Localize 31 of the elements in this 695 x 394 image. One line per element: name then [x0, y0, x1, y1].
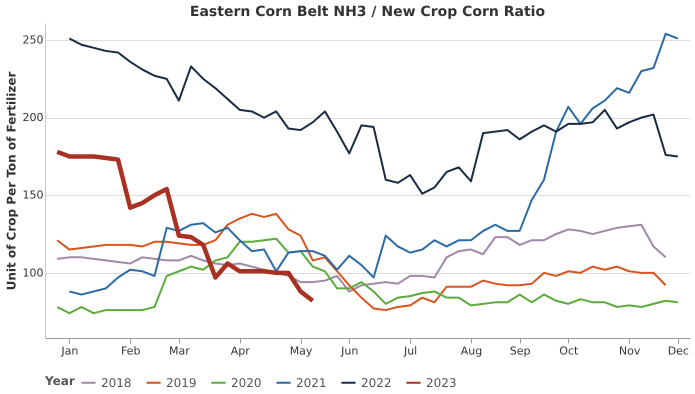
line-series [56, 238, 679, 314]
x-tick-label: Jul [402, 344, 418, 358]
legend-label: 2018 [101, 376, 132, 390]
x-tick-label: Apr [230, 344, 250, 358]
legend-title: Year [44, 374, 75, 388]
y-tick-label: 200 [22, 111, 44, 124]
x-tick-label: Jun [340, 344, 358, 358]
line-series [68, 38, 679, 195]
legend-label: 2023 [426, 376, 457, 390]
y-tick-label: 100 [22, 266, 44, 280]
x-tick-label: Mar [168, 344, 190, 358]
legend-label: 2022 [361, 376, 392, 390]
legend-label: 2021 [296, 376, 327, 390]
x-tick-label: Dec [668, 344, 689, 358]
chart-title: Eastern Corn Belt NH3 / New Crop Corn Ratio [190, 4, 546, 20]
x-tick-label: May [290, 344, 313, 358]
legend-label: 2020 [231, 376, 262, 390]
y-tick-label: 150 [22, 188, 44, 202]
y-axis-title: Unit of Crop Per Ton of Fertilizer [4, 72, 19, 290]
x-tick-label: Oct [559, 344, 579, 358]
legend-label: 2019 [166, 376, 197, 390]
line-series [68, 32, 679, 296]
line-series [54, 150, 315, 304]
x-tick-label: Nov [618, 344, 641, 358]
x-tick-label: Aug [460, 344, 482, 358]
x-tick-label: Sep [510, 344, 531, 358]
x-tick-label: Jan [60, 344, 78, 358]
x-tick-label: Feb [120, 344, 140, 358]
line-series [56, 224, 667, 292]
line-series [56, 212, 667, 312]
y-tick-label: 250 [22, 34, 44, 47]
